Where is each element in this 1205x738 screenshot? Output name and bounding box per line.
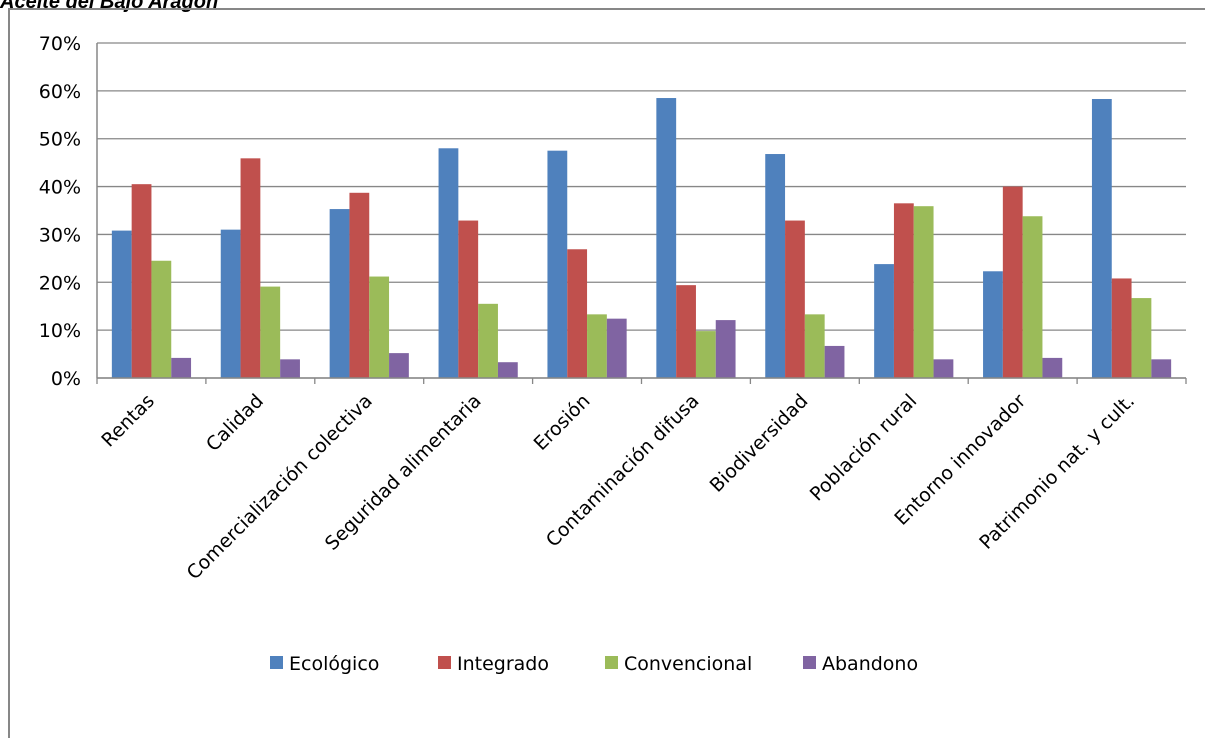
y-tick-label: 10% bbox=[39, 320, 81, 342]
y-axis-tick-labels: 0% 10% 20% 30% 40% 50% 60% 70% bbox=[39, 33, 81, 390]
bar bbox=[913, 206, 934, 378]
bar bbox=[111, 230, 132, 378]
bar bbox=[765, 154, 786, 378]
x-category-label: Calidad bbox=[202, 390, 268, 456]
bar bbox=[547, 150, 568, 378]
bar bbox=[369, 276, 390, 378]
bar bbox=[1151, 359, 1172, 378]
y-tick-label: 40% bbox=[39, 177, 81, 199]
bars bbox=[111, 98, 1172, 379]
bar bbox=[478, 303, 498, 378]
bar bbox=[606, 318, 627, 378]
bar bbox=[389, 353, 409, 378]
legend-swatch bbox=[438, 656, 451, 669]
bar bbox=[151, 260, 172, 378]
y-tick-label: 70% bbox=[39, 33, 81, 55]
legend-label: Convencional bbox=[624, 653, 752, 675]
legend-swatch bbox=[605, 656, 618, 669]
legend-label: Ecológico bbox=[289, 653, 379, 675]
bar bbox=[1002, 186, 1023, 378]
bar bbox=[676, 285, 696, 378]
bar bbox=[240, 158, 261, 378]
bar bbox=[1022, 216, 1043, 378]
bar bbox=[893, 203, 914, 378]
bar bbox=[1111, 278, 1132, 378]
y-tick-label: 50% bbox=[39, 129, 81, 151]
y-tick-label: 60% bbox=[39, 81, 81, 103]
x-category-label: Erosión bbox=[530, 390, 595, 455]
bar bbox=[785, 220, 805, 378]
bar bbox=[260, 286, 281, 378]
bar bbox=[1091, 98, 1112, 378]
bar bbox=[567, 249, 588, 378]
bar bbox=[804, 314, 825, 378]
bar bbox=[497, 362, 518, 378]
x-category-label: Rentas bbox=[97, 390, 159, 452]
x-category-label: Comercialización colectiva bbox=[183, 390, 377, 584]
legend-swatch bbox=[270, 656, 283, 669]
y-tick-label: 0% bbox=[51, 368, 81, 390]
bar bbox=[329, 209, 350, 378]
y-tick-label: 20% bbox=[39, 272, 81, 294]
bar bbox=[1042, 357, 1063, 378]
legend-label: Abandono bbox=[822, 653, 918, 675]
bar bbox=[656, 98, 677, 379]
bar bbox=[131, 184, 152, 378]
bar bbox=[220, 229, 241, 378]
bar bbox=[458, 220, 479, 378]
x-category-label: Biodiversidad bbox=[706, 390, 813, 497]
bar bbox=[349, 192, 370, 378]
legend-label: Integrado bbox=[457, 653, 549, 675]
bar bbox=[874, 264, 894, 378]
bar bbox=[280, 359, 300, 378]
bar bbox=[171, 357, 192, 378]
bar bbox=[695, 331, 716, 378]
bar bbox=[824, 345, 845, 378]
axes bbox=[96, 43, 1187, 384]
bar bbox=[933, 359, 954, 378]
legend-swatch bbox=[803, 656, 816, 669]
bar bbox=[715, 320, 736, 378]
legend: Ecológico Integrado Convencional Abandono bbox=[270, 653, 918, 675]
bar bbox=[1131, 298, 1152, 378]
bar bbox=[587, 314, 607, 378]
chart-frame bbox=[8, 8, 1205, 738]
bar bbox=[438, 148, 459, 378]
bar bbox=[983, 271, 1003, 378]
x-category-label: Población rural bbox=[806, 390, 922, 506]
y-tick-label: 30% bbox=[39, 224, 81, 246]
